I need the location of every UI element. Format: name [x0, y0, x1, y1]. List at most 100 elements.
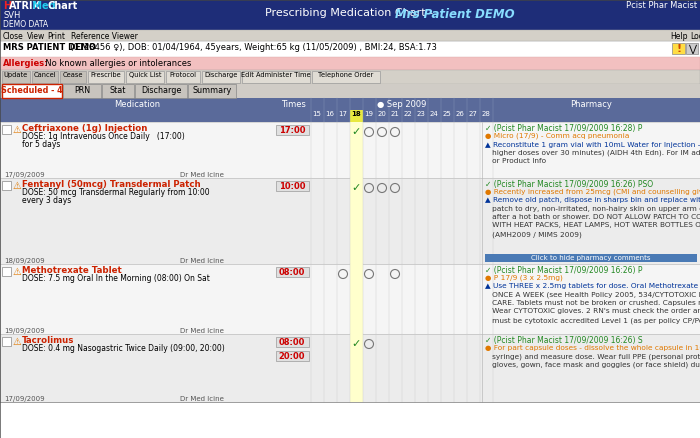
- Text: Quick List: Quick List: [129, 72, 161, 78]
- Text: Protocol: Protocol: [169, 72, 197, 78]
- Text: ⚠: ⚠: [13, 337, 22, 347]
- Bar: [0, 57, 700, 70]
- Text: 10:00: 10:00: [279, 182, 305, 191]
- Text: higher doses over 30 minutes) (AIDH 4th Edn). For IM administration refer to AID: higher doses over 30 minutes) (AIDH 4th …: [485, 149, 700, 156]
- Text: for 5 days: for 5 days: [22, 140, 60, 149]
- Bar: [2, 84, 62, 98]
- Text: 28: 28: [482, 111, 491, 117]
- Text: Ceftriaxone (1g) Injection: Ceftriaxone (1g) Injection: [22, 124, 148, 133]
- Bar: [135, 84, 187, 98]
- Bar: [276, 351, 309, 361]
- Text: 22: 22: [404, 111, 412, 117]
- Text: 26: 26: [456, 111, 464, 117]
- Text: (AMH2009 / MIMS 2009): (AMH2009 / MIMS 2009): [485, 231, 582, 237]
- Bar: [350, 334, 363, 402]
- Text: ✓ (Pcist Phar Macist 17/09/2009 16:26) PSO: ✓ (Pcist Phar Macist 17/09/2009 16:26) P…: [485, 180, 653, 189]
- Text: Dr Med Icine: Dr Med Icine: [180, 258, 224, 264]
- Text: ⋁: ⋁: [688, 44, 696, 54]
- Text: Telephone Order: Telephone Order: [318, 72, 374, 78]
- Text: Dr Med Icine: Dr Med Icine: [180, 396, 224, 402]
- Text: DOSE: 0.4 mg Nasogastric Twice Daily (09:00, 20:00): DOSE: 0.4 mg Nasogastric Twice Daily (09…: [22, 344, 225, 353]
- Bar: [350, 178, 363, 264]
- Bar: [63, 84, 101, 98]
- Bar: [242, 71, 310, 83]
- Text: DOSE: 1g Intravenous Once Daily   (17:00): DOSE: 1g Intravenous Once Daily (17:00): [22, 132, 185, 141]
- Text: 18/09/2009: 18/09/2009: [4, 258, 45, 264]
- Bar: [276, 337, 309, 347]
- Text: ● P 17/9 (3 x 2.5mg): ● P 17/9 (3 x 2.5mg): [485, 275, 563, 281]
- Text: Close: Close: [3, 32, 24, 41]
- Bar: [686, 43, 698, 54]
- Bar: [0, 264, 700, 334]
- Bar: [0, 84, 700, 98]
- Text: 20:00: 20:00: [279, 352, 305, 361]
- Bar: [2, 267, 11, 276]
- Text: 17:00: 17:00: [279, 126, 305, 135]
- Text: Cancel: Cancel: [34, 72, 56, 78]
- Text: Stat: Stat: [110, 86, 126, 95]
- Text: 15: 15: [313, 111, 321, 117]
- Text: Allergies:: Allergies:: [3, 59, 48, 68]
- Text: Update: Update: [4, 72, 28, 78]
- Bar: [0, 178, 700, 264]
- Text: DEMO DATA: DEMO DATA: [3, 20, 48, 29]
- Text: Click to hide pharmacy comments: Click to hide pharmacy comments: [531, 255, 651, 261]
- Text: (0123456 ♀), DOB: 01/04/1964, 45years, Weight:65 kg (11/05/2009) , BMI:24, BSA:1: (0123456 ♀), DOB: 01/04/1964, 45years, W…: [65, 43, 438, 52]
- Text: Fentanyl (50mcg) Transdermal Patch: Fentanyl (50mcg) Transdermal Patch: [22, 180, 201, 189]
- Text: ✓ (Pcist Phar Macist 17/09/2009 16:26) P: ✓ (Pcist Phar Macist 17/09/2009 16:26) P: [485, 266, 643, 275]
- Text: ● Recently increased from 25mcg (CMI and counselling given 17/9) P 17/9 (2 patch: ● Recently increased from 25mcg (CMI and…: [485, 188, 700, 195]
- Text: ▲ Reconstitute 1 gram vial with 10mL Water for Injection - slow IV over 2-4 minu: ▲ Reconstitute 1 gram vial with 10mL Wat…: [485, 141, 700, 148]
- Text: after a hot bath or shower. DO NOT ALLOW PATCH TO COME INTO DIRECT CONTACT: after a hot bath or shower. DO NOT ALLOW…: [485, 214, 700, 220]
- Text: 27: 27: [468, 111, 477, 117]
- Bar: [32, 71, 58, 83]
- Bar: [350, 264, 363, 334]
- Text: 17/09/2009: 17/09/2009: [4, 396, 45, 402]
- Bar: [2, 337, 11, 346]
- Text: Cease: Cease: [63, 72, 83, 78]
- Bar: [2, 71, 30, 83]
- Text: Pcist Phar Macist: Pcist Phar Macist: [626, 1, 697, 10]
- Text: Tacrolimus: Tacrolimus: [22, 336, 74, 345]
- Text: Print: Print: [47, 32, 65, 41]
- Text: Summary: Summary: [193, 86, 232, 95]
- Text: 21: 21: [391, 111, 400, 117]
- Text: Help: Help: [670, 32, 687, 41]
- Text: 19: 19: [365, 111, 374, 117]
- Text: Mrs Patient DEMO: Mrs Patient DEMO: [395, 8, 514, 21]
- Text: Medication: Medication: [114, 100, 160, 109]
- Text: ● Micro (17/9) - Comm acq pneumonia: ● Micro (17/9) - Comm acq pneumonia: [485, 133, 629, 139]
- Text: Med: Med: [29, 1, 55, 11]
- Text: 20: 20: [377, 111, 386, 117]
- Bar: [350, 122, 363, 178]
- Text: ✓ (Pcist Phar Macist 17/09/2009 16:28) P: ✓ (Pcist Phar Macist 17/09/2009 16:28) P: [485, 124, 643, 133]
- Text: H: H: [3, 1, 11, 11]
- Text: ✓: ✓: [351, 183, 360, 193]
- Bar: [60, 71, 86, 83]
- Text: DOSE: 7.5 mg Oral In the Morning (08:00) On Sat: DOSE: 7.5 mg Oral In the Morning (08:00)…: [22, 274, 210, 283]
- Bar: [485, 254, 697, 262]
- Text: patch to dry, non-irritated, non-hairy skin on upper arm or torso; Do not apply : patch to dry, non-irritated, non-hairy s…: [485, 205, 700, 212]
- Bar: [276, 267, 309, 277]
- Text: CARE. Tablets must not be broken or crushed. Capsules must not be opened or crus: CARE. Tablets must not be broken or crus…: [485, 300, 700, 306]
- Text: 25: 25: [442, 111, 452, 117]
- Bar: [166, 71, 200, 83]
- Bar: [202, 71, 240, 83]
- Text: No known allergies or intolerances: No known allergies or intolerances: [40, 59, 191, 68]
- Text: 08:00: 08:00: [279, 338, 305, 347]
- Bar: [0, 30, 700, 41]
- Text: ATRIX: ATRIX: [8, 1, 41, 11]
- Text: View: View: [27, 32, 46, 41]
- Text: gloves, gown, face mask and goggles (or face shield) during this type of adminis: gloves, gown, face mask and goggles (or …: [485, 361, 700, 368]
- Text: 08:00: 08:00: [279, 268, 305, 277]
- Text: 23: 23: [416, 111, 426, 117]
- Text: 17/09/2009: 17/09/2009: [4, 172, 45, 178]
- Text: ⚠: ⚠: [13, 125, 22, 135]
- Bar: [312, 71, 380, 83]
- Text: Reference Viewer: Reference Viewer: [71, 32, 138, 41]
- Text: Scheduled - 4: Scheduled - 4: [1, 86, 63, 95]
- Text: 18: 18: [351, 111, 361, 117]
- Text: 16: 16: [326, 111, 335, 117]
- Bar: [0, 0, 700, 30]
- Text: MRS PATIENT DEMO: MRS PATIENT DEMO: [3, 43, 96, 52]
- Text: every 3 days: every 3 days: [22, 196, 71, 205]
